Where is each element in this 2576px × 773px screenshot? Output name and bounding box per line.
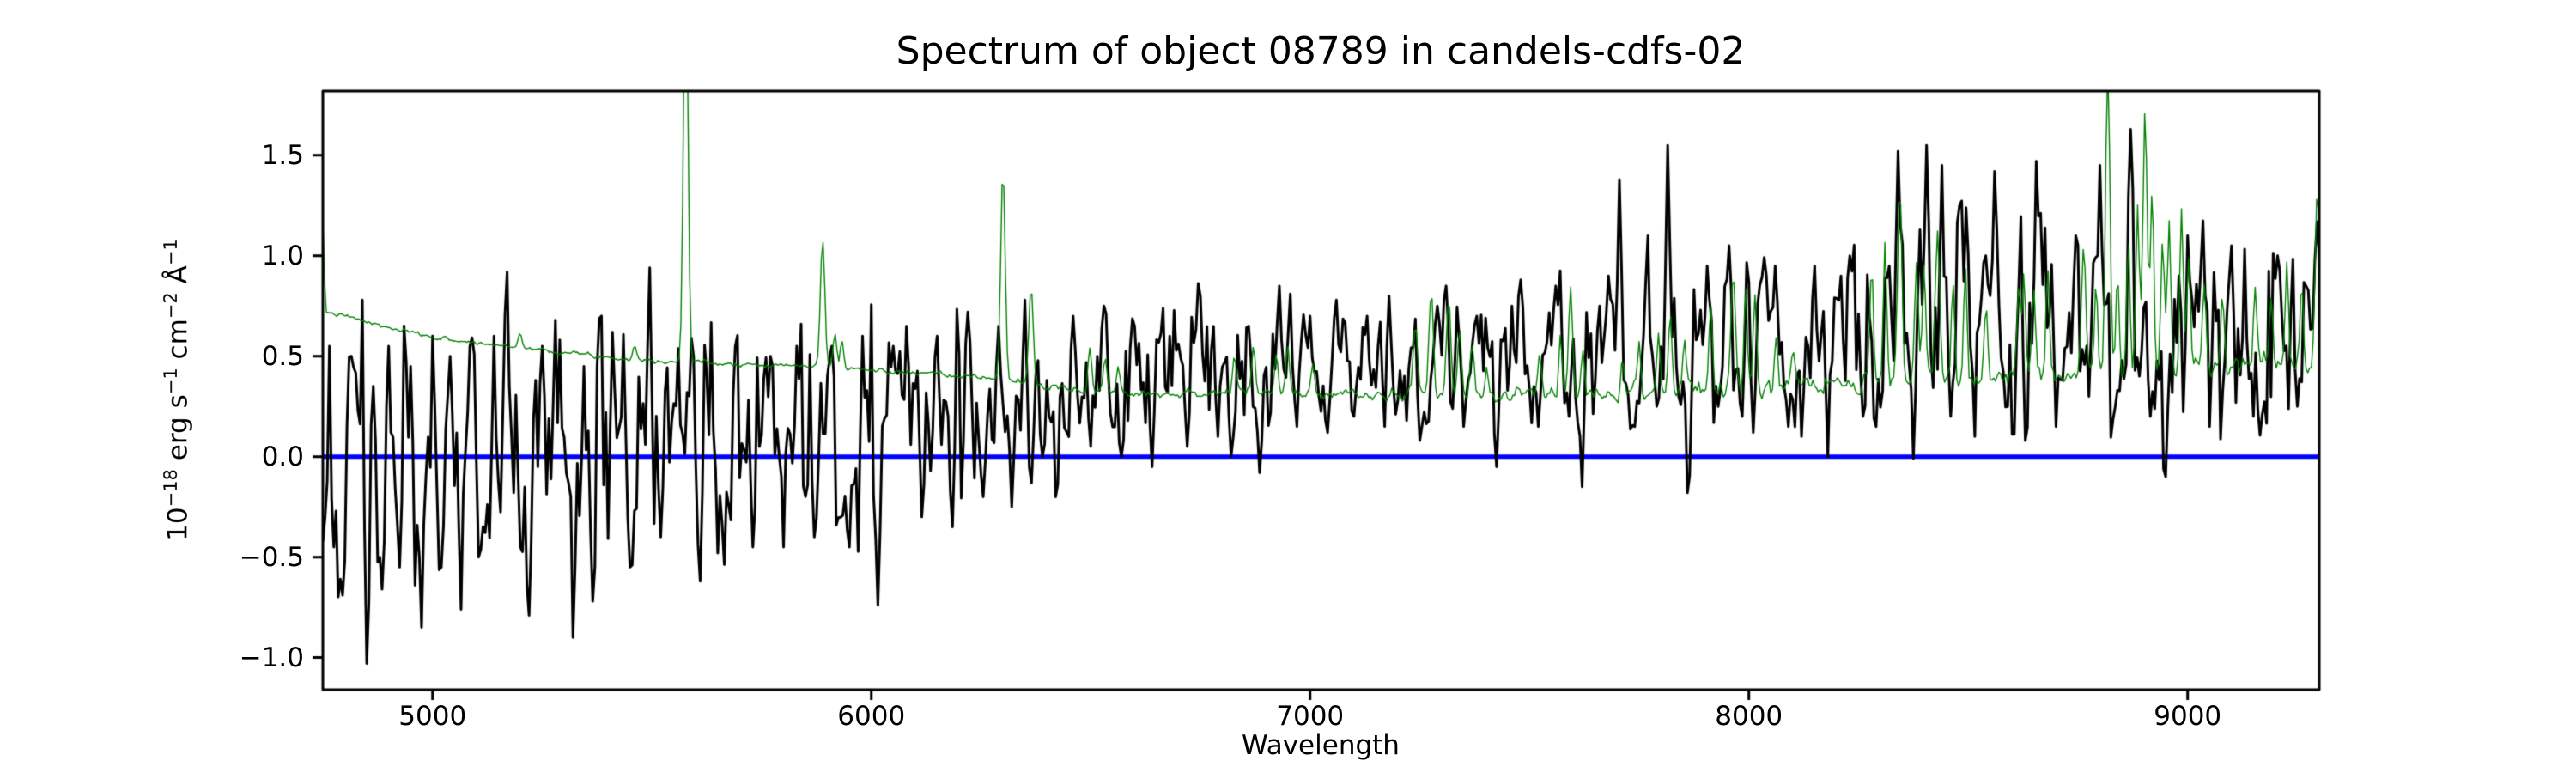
x-tick-label: 5000 — [398, 701, 467, 732]
y-axis-label: 10−18 erg s−1 cm−2 Å−1 — [156, 239, 194, 541]
ylabel-text: cm — [162, 319, 194, 368]
x-axis-label: Wavelength — [1242, 730, 1400, 761]
ylabel-superscript: −18 — [160, 469, 181, 508]
ylabel-text: 10 — [162, 507, 194, 541]
ylabel-text: Å — [162, 265, 194, 293]
y-tick-label: −1.0 — [239, 642, 304, 673]
ylabel-superscript: −1 — [160, 368, 181, 395]
y-tick-label: −0.5 — [239, 541, 304, 573]
y-tick-label: 0.5 — [261, 340, 304, 372]
y-tick-label: 1.5 — [261, 139, 304, 171]
chart-title: Spectrum of object 08789 in candels-cdfs… — [896, 29, 1746, 73]
ylabel-superscript: −1 — [160, 239, 181, 266]
ylabel-superscript: −2 — [160, 292, 181, 320]
x-tick-label: 7000 — [1276, 701, 1345, 732]
x-tick-label: 8000 — [1715, 701, 1783, 732]
x-tick-label: 9000 — [2154, 701, 2222, 732]
x-tick-label: 6000 — [837, 701, 906, 732]
y-tick-label: 1.0 — [261, 240, 304, 271]
y-tick-label: 0.0 — [261, 441, 304, 472]
ylabel-text: erg s — [162, 394, 194, 470]
